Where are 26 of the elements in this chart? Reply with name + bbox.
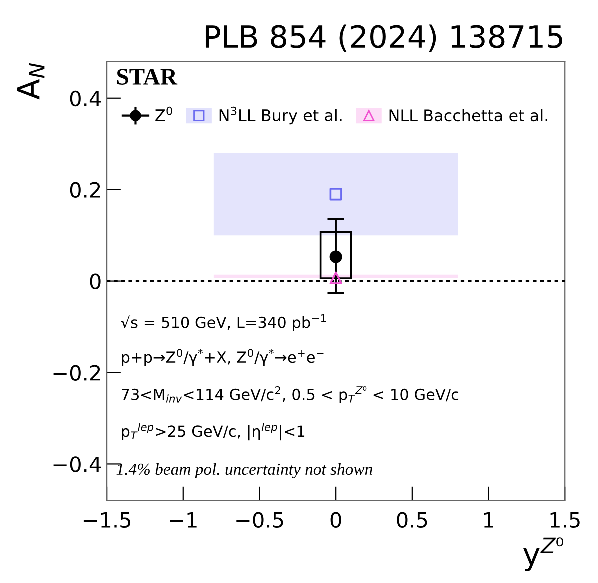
x-tick-label: −1 <box>170 512 197 528</box>
legend-label: NLL Bacchetta et al. <box>390 109 548 122</box>
y-tick-label: 0.2 <box>70 182 100 198</box>
annotation: √s = 510 GeV, L=340 pb$^{−1}$ <box>121 314 326 332</box>
point <box>330 272 342 284</box>
x-tick-label: 0.5 <box>397 512 428 528</box>
y-tick-label: 0 <box>90 274 101 290</box>
annotation: 1.4% beam pol. uncertainty not shown <box>116 463 372 479</box>
x-tick-label: 1.5 <box>550 512 580 528</box>
x-tick-label: −0.5 <box>236 512 284 528</box>
text: p+p→Z$^{0}$/γ$^{*}$+X, Z$^{0}$/γ$^{*}$→e$^{+}$e$^{−}$ <box>122 349 324 366</box>
x-tick-label: −1.5 <box>84 512 131 528</box>
y-tick-label: −0.4 <box>54 456 102 472</box>
annotation: 73<M$_{inv}$<114 GeV/c$^{2}$, 0.5 < p$_{T}$$^{Z⁰}$ < 10 GeV/c <box>122 386 459 404</box>
legend-label: Z$^{0}$ <box>156 106 172 122</box>
chart-title: PLB 854 (2024) 138715 <box>206 24 562 52</box>
y-tick-label: −0.2 <box>54 365 100 381</box>
x-axis-title: y$^{Z⁰}$ <box>524 538 564 572</box>
annotation: STAR <box>117 69 178 85</box>
y-axis-title: A$_{N}$ <box>17 63 45 100</box>
point <box>330 188 342 201</box>
x-tick-label: 1 <box>484 512 494 528</box>
y-tick-label: 0.4 <box>70 90 102 107</box>
annotation: p$_{T}$$^{lep}$>25 GeV/c, |η$^{lep}$|<1 <box>122 423 305 441</box>
x-tick-label: 0 <box>330 512 342 528</box>
legend-label: N$^{3}$LL Bury et al. <box>220 106 342 125</box>
